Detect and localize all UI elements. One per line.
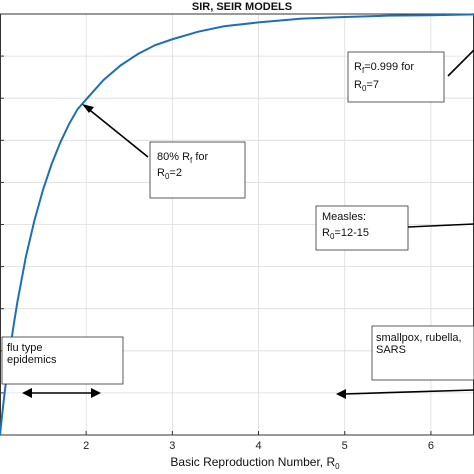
x-axis-label-main: Basic Reproduction Number, R — [170, 455, 335, 469]
x-tick-label: 6 — [428, 440, 434, 452]
annotation-smallpox-box — [371, 325, 474, 381]
annotation-0999-arrow — [447, 49, 474, 77]
x-tick-labels: 2 3 4 5 6 — [83, 440, 434, 452]
x-tick-label: 3 — [169, 440, 175, 452]
annotation-flu-box — [1, 336, 124, 385]
x-tick-label: 5 — [342, 440, 348, 452]
annotation-smallpox-arrow — [343, 389, 474, 395]
annotation-0999-line1: Rf=0.999 for — [354, 61, 414, 75]
chart-title: SIR, SEIR MODELS — [192, 1, 292, 13]
annotation-flu-line1: flu type — [7, 342, 42, 354]
annotation-80-percent-line1: 80% Rf for — [157, 151, 208, 165]
annotation-smallpox-line2: SARS — [376, 344, 406, 356]
annotation-0999: Rf=0.999 for R0=7 — [347, 49, 474, 103]
annotation-80-percent-line2: R0=2 — [157, 167, 182, 181]
annotation-80-percent: 80% Rf for R0=2 — [82, 104, 246, 199]
annotation-80-percent-arrowhead — [82, 104, 94, 113]
x-axis-label-sub: 0 — [335, 462, 340, 471]
annotation-80-percent-box — [149, 141, 246, 199]
annotation-measles-arrow — [407, 223, 474, 228]
x-axis-label: Basic Reproduction Number, R0 — [170, 455, 340, 471]
annotation-flu-arrowhead-left — [22, 388, 32, 398]
annotation-0999-box — [347, 51, 445, 103]
annotation-measles-box — [315, 205, 409, 251]
annotation-80-percent-arrow — [85, 106, 149, 158]
series-line — [0, 13, 474, 436]
annotation-measles: Measles: R0=12-15 — [315, 205, 474, 251]
annotation-flu: flu type epidemics — [1, 336, 124, 398]
annotation-smallpox-line1: smallpox, rubella, — [376, 332, 462, 344]
x-tick-label: 4 — [255, 440, 261, 452]
annotation-flu-line2: epidemics — [7, 354, 57, 366]
annotation-flu-arrowhead-right — [91, 388, 101, 398]
axis-ticks — [0, 13, 432, 436]
x-tick-label: 2 — [83, 440, 89, 452]
annotation-0999-line2: R0=7 — [354, 79, 379, 93]
annotation-measles-line2: R0=12-15 — [322, 227, 369, 241]
annotation-smallpox-arrowhead — [336, 389, 346, 399]
annotation-smallpox: smallpox, rubella, SARS — [336, 325, 474, 399]
annotation-measles-line1: Measles: — [322, 211, 366, 223]
